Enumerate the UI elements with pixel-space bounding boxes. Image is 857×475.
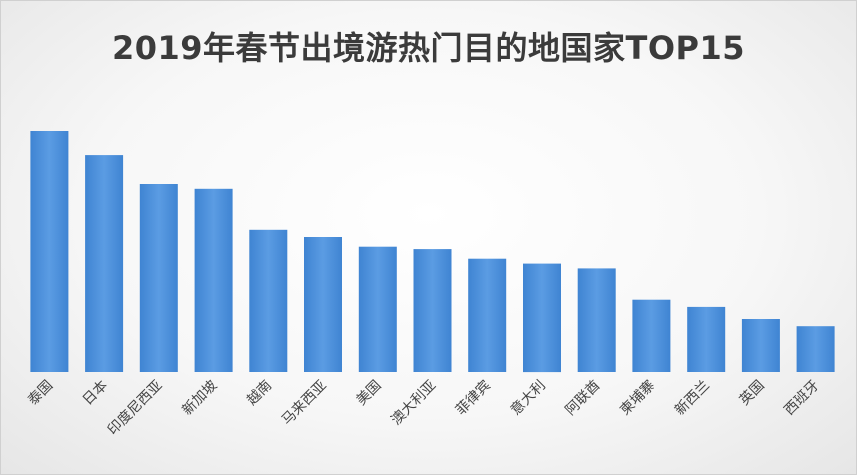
bar-2 (85, 155, 124, 372)
category-label: 美国 (354, 378, 385, 409)
bar-10 (523, 263, 561, 373)
bar-13 (687, 306, 726, 372)
bar-6 (304, 237, 342, 372)
category-label: 阿联酋 (562, 377, 604, 419)
category-label: 新加坡 (179, 378, 220, 419)
category-label: 日本 (80, 378, 111, 409)
category-label: 柬埔寨 (617, 377, 659, 419)
category-label: 马来西亚 (279, 378, 330, 429)
bar-3 (139, 184, 178, 372)
category-label: 西班牙 (781, 378, 822, 419)
bar-14 (741, 319, 780, 372)
category-label: 新西兰 (672, 378, 713, 419)
bar-7 (358, 246, 397, 372)
category-label: 英国 (736, 377, 768, 409)
bar-15 (796, 326, 835, 372)
category-label: 澳大利亚 (388, 378, 439, 429)
bar-12 (632, 299, 671, 372)
bar-9 (468, 258, 507, 372)
category-label: 越南 (244, 378, 275, 409)
bar-8 (413, 249, 452, 372)
category-label: 泰国 (25, 378, 56, 409)
bar-5 (249, 229, 288, 372)
bar-4 (194, 188, 233, 372)
category-label: 意大利 (507, 377, 549, 419)
bar-11 (577, 268, 616, 372)
category-label: 菲律宾 (453, 378, 494, 419)
bar-1 (30, 131, 69, 372)
category-label: 印度尼西亚 (105, 378, 166, 439)
chart-title: 2019年春节出境游热门目的地国家TOP15 (111, 29, 746, 67)
